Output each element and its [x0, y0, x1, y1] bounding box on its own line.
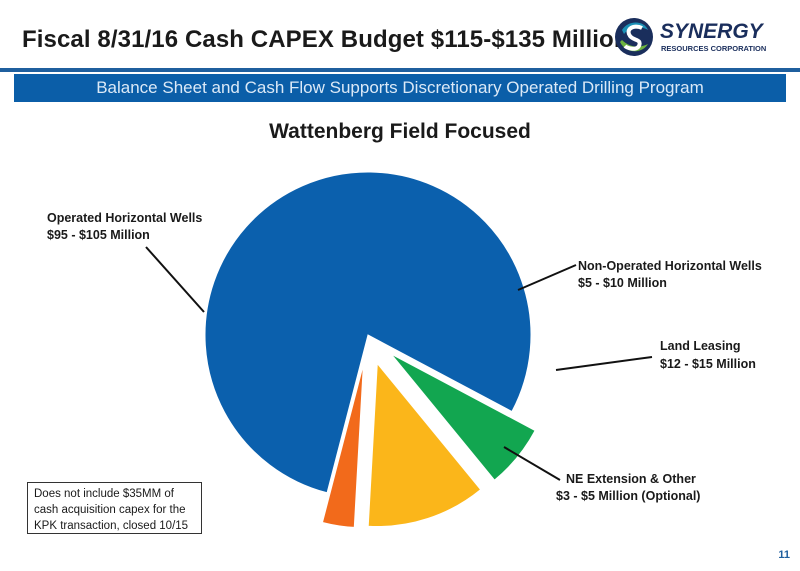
slice-ne-extension — [321, 364, 364, 528]
slice-operated — [204, 171, 532, 494]
leader-operated — [145, 246, 205, 313]
slice-label-land-value: $12 - $15 Million — [660, 357, 756, 371]
synergy-logo: SYNERGY RESOURCES CORPORATION — [615, 18, 766, 56]
slice-label-nonoperated-name: Non-Operated Horizontal Wells — [578, 259, 762, 273]
banner: Balance Sheet and Cash Flow Supports Dis… — [14, 74, 786, 102]
logo-swoosh-teal — [622, 22, 648, 34]
slice-label-ne-value: $3 - $5 Million (Optional) — [556, 489, 700, 503]
header-rule — [0, 68, 800, 72]
leader-land — [555, 356, 653, 371]
slice-label-ne-name: NE Extension & Other — [566, 472, 696, 486]
chart-title: Wattenberg Field Focused — [269, 120, 531, 143]
logo-tagline: RESOURCES CORPORATION — [661, 44, 766, 53]
footnote-box: Does not include $35MM of cash acquisiti… — [27, 482, 202, 534]
leader-ne-extension — [503, 446, 561, 481]
logo-s — [623, 24, 643, 51]
slice-land — [367, 362, 482, 528]
page-title: Fiscal 8/31/16 Cash CAPEX Budget $115-$1… — [22, 26, 629, 53]
logo-name: SYNERGY — [660, 20, 765, 43]
page-number: 11 — [778, 549, 790, 561]
leader-lines — [145, 246, 653, 481]
slice-label-nonoperated-value: $5 - $10 Million — [578, 276, 667, 290]
slice-nonoperated — [390, 353, 536, 481]
slice-label-land-name: Land Leasing — [660, 339, 741, 353]
leader-nonoperated — [517, 264, 577, 291]
slice-label-operated-name: Operated Horizontal Wells — [47, 211, 202, 225]
pie-slices — [204, 171, 536, 528]
slice-label-operated-value: $95 - $105 Million — [47, 228, 150, 242]
